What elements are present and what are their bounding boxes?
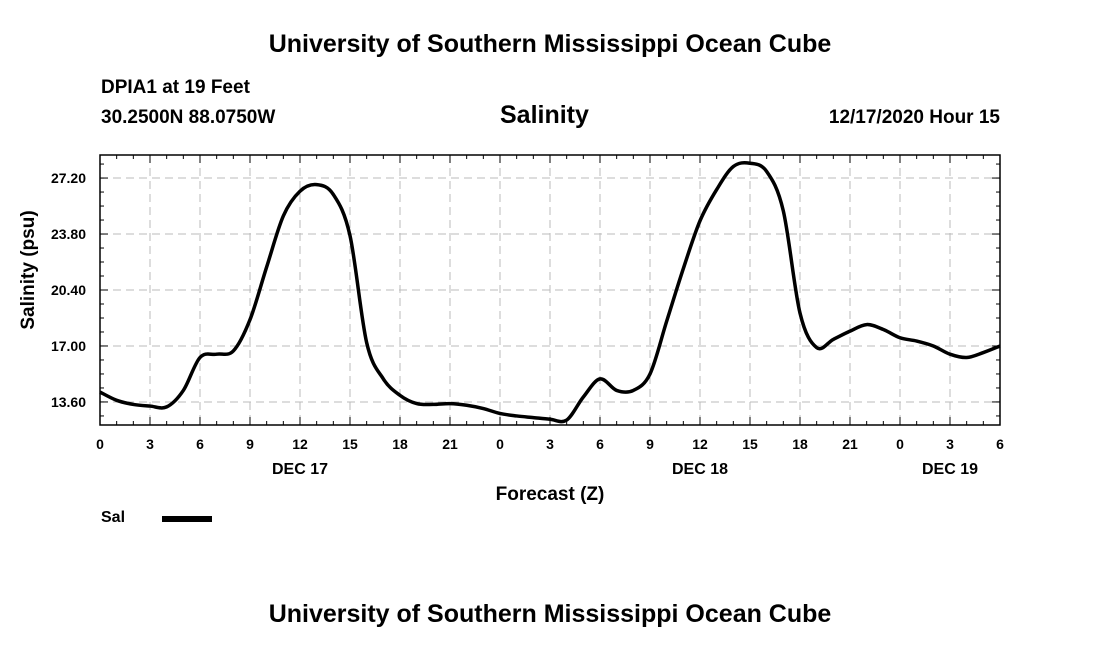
x-tick-label: 6 (996, 436, 1004, 452)
x-tick-label: 0 (496, 436, 504, 452)
chart-title: Salinity (500, 101, 589, 129)
y-tick-label: 23.80 (51, 226, 86, 242)
forecast-datetime: 12/17/2020 Hour 15 (828, 107, 1000, 128)
x-tick-label: 21 (842, 436, 858, 452)
page-title: University of Southern Mississippi Ocean… (268, 30, 832, 58)
x-tick-label: 3 (946, 436, 954, 452)
x-tick-label: 12 (692, 436, 708, 452)
x-tick-label: 9 (246, 436, 254, 452)
station-coordinates: 30.2500N 88.0750W (101, 107, 276, 128)
y-tick-label: 20.40 (51, 282, 86, 298)
date-label: DEC 17 (272, 461, 328, 478)
footer-title: University of Southern Mississippi Ocean… (268, 600, 832, 628)
salinity-series-line (99, 161, 1001, 424)
x-tick-label: 3 (146, 436, 154, 452)
x-tick-label: 6 (196, 436, 204, 452)
plot-frame (99, 154, 1001, 426)
y-tick-label: 13.60 (51, 394, 86, 410)
x-tick-label: 0 (96, 436, 104, 452)
station-name: DPIA1 at 19 Feet (101, 77, 250, 98)
x-axis-label: Forecast (Z) (496, 484, 605, 505)
x-tick-label: 0 (896, 436, 904, 452)
x-tick-label: 15 (342, 436, 358, 452)
x-tick-label: 18 (392, 436, 408, 452)
x-tick-label: 3 (546, 436, 554, 452)
legend-label: Sal (101, 509, 126, 526)
x-tick-label: 6 (596, 436, 604, 452)
x-tick-label: 12 (292, 436, 308, 452)
y-axis-label: Salinity (psu) (18, 210, 39, 329)
x-tick-label: 15 (742, 436, 758, 452)
x-tick-label: 9 (646, 436, 654, 452)
chart-grid (100, 155, 1000, 425)
tick-labels: 0 3 6 9 12 15 18 21 0 3 6 9 12 15 18 21 0 3 6 13.60 17.00 20.… (51, 170, 1004, 478)
legend-line-swatch (162, 516, 212, 522)
x-tick-label: 21 (442, 436, 458, 452)
series-group (99, 161, 1001, 424)
y-tick-label: 17.00 (51, 338, 86, 354)
date-label: DEC 19 (922, 461, 978, 478)
x-tick-label: 18 (792, 436, 808, 452)
y-tick-label: 27.20 (51, 170, 86, 186)
date-label: DEC 18 (672, 461, 728, 478)
